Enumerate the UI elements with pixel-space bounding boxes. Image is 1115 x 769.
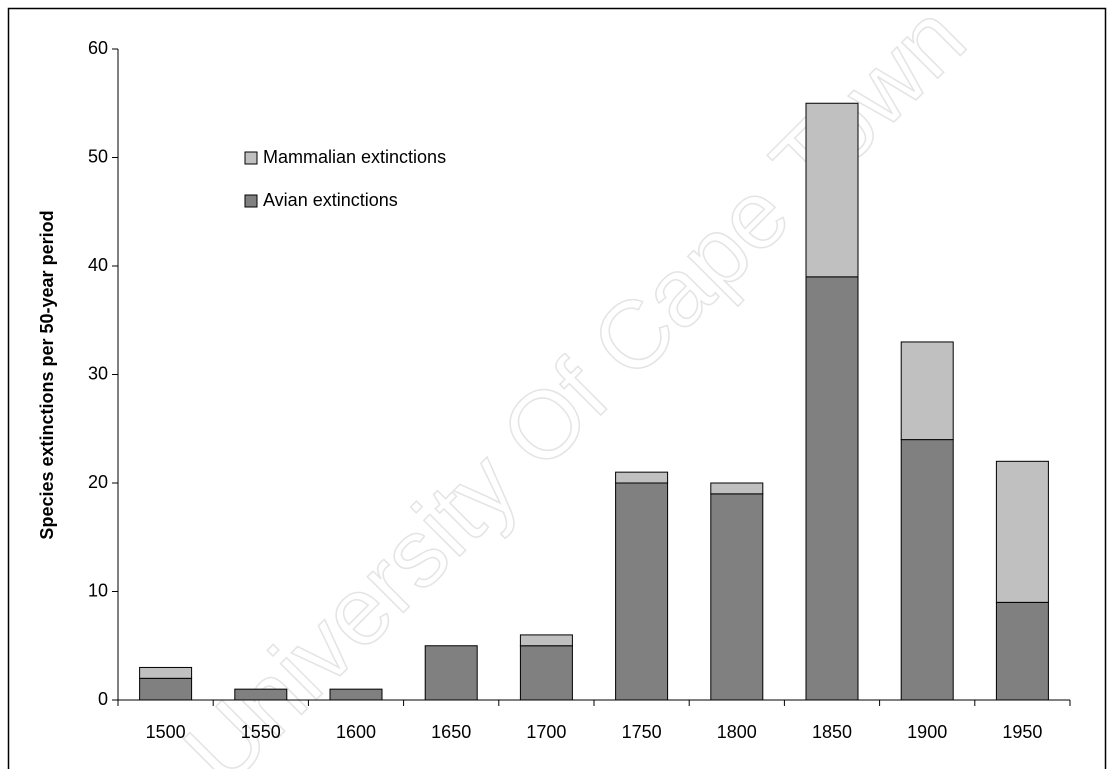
y-tick-label: 0: [98, 689, 108, 709]
bar-segment: [710, 493, 764, 701]
x-tick-label: 1900: [907, 722, 947, 742]
bar-segment: [519, 634, 573, 647]
bar-segment: [995, 601, 1049, 701]
x-tick-label: 1600: [336, 722, 376, 742]
x-tick-label: 1850: [812, 722, 852, 742]
bar-segment: [805, 102, 859, 278]
x-tick-label: 1750: [622, 722, 662, 742]
x-tick-label: 1700: [526, 722, 566, 742]
x-tick-label: 1650: [431, 722, 471, 742]
y-tick-label: 30: [88, 363, 108, 383]
bar-segment: [995, 460, 1049, 603]
bar-segment: [615, 471, 669, 484]
x-tick-label: 1500: [146, 722, 186, 742]
legend-label: Avian extinctions: [263, 190, 398, 210]
bar-segment: [519, 645, 573, 701]
legend-swatch: [244, 151, 258, 165]
y-tick-label: 40: [88, 255, 108, 275]
y-tick-label: 60: [88, 38, 108, 58]
bar-segment: [805, 276, 859, 701]
bar-segment: [615, 482, 669, 701]
bar-segment: [139, 677, 193, 701]
x-tick-label: 1800: [717, 722, 757, 742]
bar-segment: [424, 645, 478, 701]
bar-segment: [139, 666, 193, 679]
x-tick-label: 1550: [241, 722, 281, 742]
y-tick-label: 10: [88, 580, 108, 600]
y-tick-label: 50: [88, 146, 108, 166]
legend-label: Mammalian extinctions: [263, 147, 446, 167]
x-tick-label: 1950: [1002, 722, 1042, 742]
y-tick-label: 20: [88, 472, 108, 492]
bar-segment: [900, 439, 954, 701]
bar-segment: [234, 688, 288, 701]
bar-segment: [329, 688, 383, 701]
bar-segment: [900, 341, 954, 441]
legend-swatch: [244, 194, 258, 208]
y-axis-label: Species extinctions per 50-year period: [37, 210, 57, 539]
bar-segment: [710, 482, 764, 495]
